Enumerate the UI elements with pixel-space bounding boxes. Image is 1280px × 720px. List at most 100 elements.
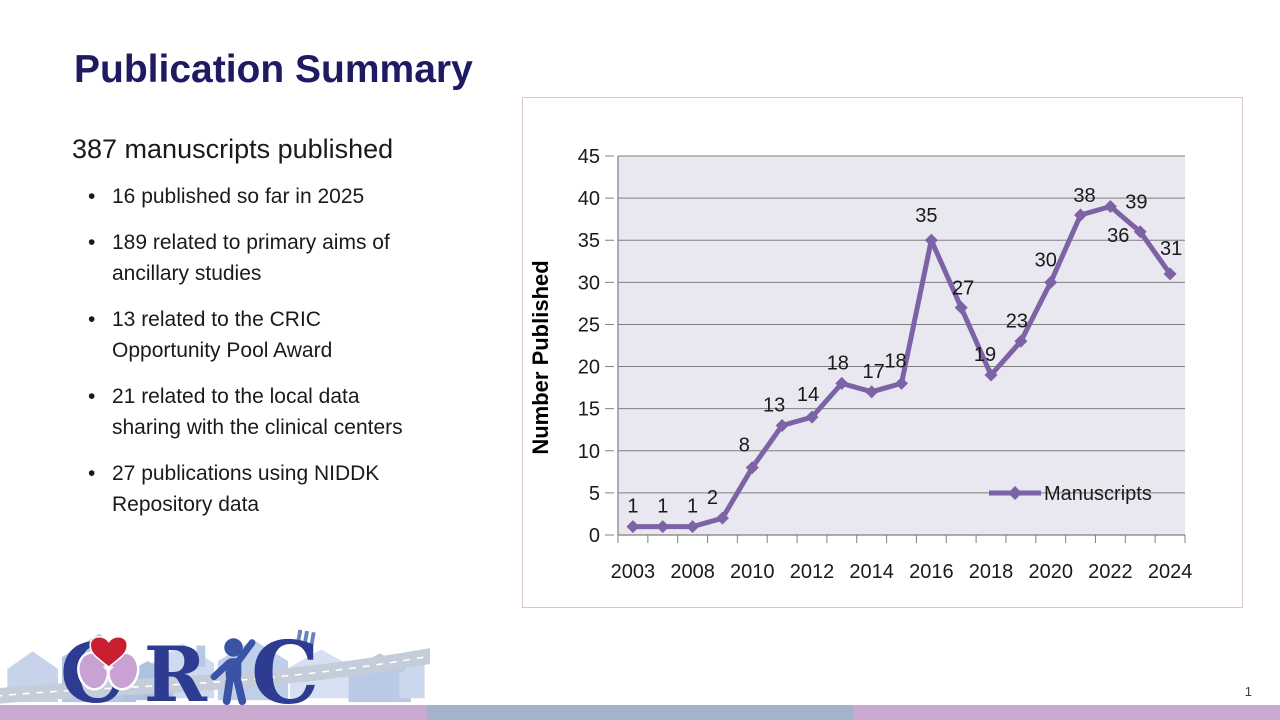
y-tick-label: 15 (578, 399, 600, 421)
y-tick-label: 5 (589, 483, 600, 505)
diamond-marker (984, 368, 998, 382)
data-label: 2 (707, 487, 718, 509)
diamond-marker (805, 410, 819, 424)
x-axis-ticks (617, 535, 1186, 543)
diamond-marker (745, 461, 759, 475)
x-tick-label: 2016 (909, 561, 954, 583)
cric-logo: C R C (0, 628, 430, 706)
bullet-text: 27 publications using NIDDK Repository d… (112, 462, 380, 516)
data-label: 18 (884, 350, 906, 372)
x-tick-label: 2022 (1088, 561, 1133, 583)
x-tick-label: 2010 (730, 561, 775, 583)
data-label: 17 (863, 361, 885, 383)
data-label: 23 (1006, 310, 1028, 332)
data-label: 18 (827, 352, 849, 374)
x-tick-label: 2012 (790, 561, 835, 583)
diamond-marker (924, 233, 938, 247)
y-axis-tick-labels: 0 5 10 15 20 25 30 35 40 45 (578, 146, 600, 547)
bullet-item: • 21 related to the local data sharing wi… (88, 381, 502, 443)
x-tick-label: 2003 (611, 561, 656, 583)
bullet-item: • 13 related to the CRIC Opportunity Pool… (88, 304, 502, 366)
series-markers (626, 200, 1177, 534)
data-label: 36 (1107, 225, 1129, 247)
diamond-marker (895, 376, 908, 390)
logo-road (0, 648, 430, 704)
chart-container: 0 5 10 15 20 25 30 35 40 45 2003 2008 2010 2012 2014 20… (522, 97, 1243, 608)
logo-letter-r: R (144, 630, 208, 706)
data-label: 13 (763, 395, 785, 417)
bullet-item: • 27 publications using NIDDK Repository … (88, 458, 502, 520)
bullet-item: • 16 published so far in 2025 (88, 181, 502, 212)
data-label: 30 (1035, 249, 1057, 271)
subtitle: 387 manuscripts published (72, 134, 394, 164)
data-label: 14 (797, 384, 819, 406)
data-label: 1 (687, 496, 698, 518)
bullet-marker: • (88, 185, 96, 208)
diamond-marker (954, 301, 968, 315)
x-tick-label: 2008 (670, 561, 715, 583)
summary-panel: 387 manuscripts published • 16 published … (72, 134, 502, 535)
y-tick-label: 35 (578, 230, 600, 252)
logo-letter-c2: C (251, 628, 319, 706)
data-label: 38 (1073, 185, 1095, 207)
data-label: 39 (1125, 192, 1147, 214)
bullet-marker: • (88, 308, 96, 331)
y-tick-label: 10 (578, 441, 600, 463)
bullet-text: 13 related to the CRIC Opportunity Pool … (112, 308, 333, 362)
plot-area (618, 156, 1185, 535)
page-number: 1 (1244, 684, 1252, 699)
diamond-marker (1074, 208, 1088, 222)
bullet-item: • 189 related to primary aims of ancillar… (88, 227, 502, 289)
x-tick-label: 2024 (1148, 561, 1193, 583)
data-label: 1 (627, 496, 638, 518)
data-label: 1 (657, 496, 668, 518)
y-tick-label: 25 (578, 314, 600, 336)
axes (617, 156, 1185, 536)
diamond-marker (775, 419, 789, 433)
diamond-marker (865, 385, 879, 399)
y-tick-label: 20 (578, 357, 600, 379)
footer-bar-segment-left (0, 705, 427, 720)
data-label: 19 (974, 344, 996, 366)
bullet-marker: • (88, 385, 96, 408)
y-tick-label: 30 (578, 272, 600, 294)
diamond-marker (1103, 200, 1117, 214)
diamond-marker (835, 376, 849, 390)
footer-bar-segment-middle (426, 705, 854, 720)
x-tick-label: 2014 (849, 561, 894, 583)
logo-iii-icon (296, 629, 316, 647)
gridlines (618, 155, 1185, 494)
data-label: 35 (915, 205, 937, 227)
footer-bar-segment-right (853, 705, 1280, 720)
legend-label: Manuscripts (1044, 483, 1152, 505)
bullet-marker: • (88, 462, 96, 485)
y-axis-title: Number Published (528, 260, 553, 454)
y-axis-ticks (605, 155, 614, 536)
bullet-text: 189 related to primary aims of ancillary… (112, 231, 390, 285)
heart-icon (89, 636, 128, 668)
bullet-text: 16 published so far in 2025 (112, 185, 365, 208)
y-tick-label: 0 (589, 525, 600, 547)
x-axis-tick-labels: 2003 2008 2010 2012 2014 2016 2018 2020 2022 2024 (611, 561, 1193, 583)
legend-marker (1008, 486, 1022, 500)
slide-title: Publication Summary (74, 48, 473, 91)
x-tick-label: 2018 (969, 561, 1014, 583)
diamond-marker (626, 520, 640, 534)
x-tick-label: 2020 (1028, 561, 1073, 583)
diamond-marker (1044, 275, 1058, 289)
diamond-marker (1163, 267, 1177, 281)
diamond-marker (686, 520, 700, 534)
diamond-marker (1014, 334, 1028, 348)
footer-bar (0, 705, 1280, 720)
legend: Manuscripts (989, 483, 1152, 505)
diamond-marker (656, 520, 670, 534)
data-label: 27 (952, 278, 974, 300)
y-tick-label: 45 (578, 146, 600, 168)
person-icon (210, 638, 256, 706)
data-label: 8 (739, 435, 750, 457)
y-tick-label: 40 (578, 188, 600, 210)
bullet-text: 21 related to the local data sharing wit… (112, 385, 403, 439)
